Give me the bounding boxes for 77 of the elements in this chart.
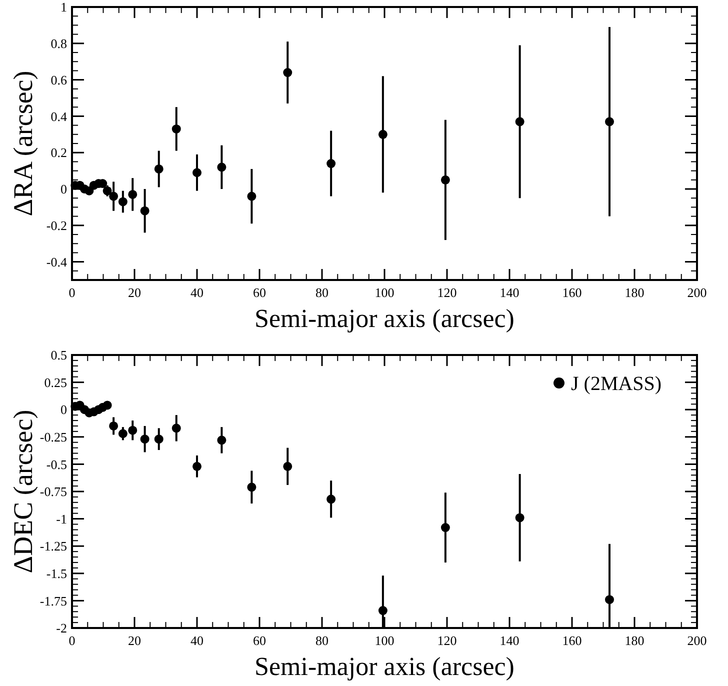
- point: [172, 424, 181, 433]
- point: [109, 421, 118, 430]
- y-tick-label: -0.5: [46, 456, 67, 472]
- point: [605, 595, 614, 604]
- y-tick-label: -0.4: [46, 254, 68, 270]
- point: [326, 494, 336, 504]
- y-tick-label: -1.75: [40, 593, 67, 608]
- x-tick-label: 120: [437, 285, 457, 300]
- x-tick-label: 180: [624, 285, 644, 300]
- point: [102, 400, 112, 410]
- point: [84, 186, 94, 196]
- y-tick-label: -0.75: [40, 484, 67, 500]
- x-tick-label: 120: [437, 633, 457, 648]
- point: [154, 434, 164, 444]
- point: [283, 68, 292, 78]
- y-tick-label: 0.8: [50, 36, 67, 51]
- y-tick-label: 0.5: [50, 348, 67, 363]
- y-tick-label: -1.25: [40, 538, 67, 554]
- point: [378, 606, 388, 616]
- point: [378, 130, 388, 139]
- y-axis-title: ΔRA (arcsec): [8, 70, 38, 216]
- point: [140, 206, 150, 216]
- point: [440, 175, 450, 184]
- point: [247, 482, 256, 492]
- y-tick-label: 0.2: [50, 145, 67, 160]
- point: [326, 159, 336, 168]
- point: [118, 429, 128, 438]
- point: [128, 190, 138, 199]
- x-tick-label: 60: [253, 633, 266, 648]
- point: [217, 162, 226, 172]
- x-tick-label: 180: [624, 633, 644, 648]
- x-tick-label: 60: [253, 285, 266, 300]
- y-tick-label: 1: [60, 0, 67, 15]
- y-tick-label: 0: [60, 402, 67, 418]
- x-tick-label: 200: [687, 633, 707, 648]
- x-tick-label: 140: [500, 633, 520, 648]
- y-axis-title: ΔDEC (arcsec): [8, 410, 38, 574]
- y-tick-label: -1: [56, 511, 67, 526]
- x-tick-label: 100: [374, 285, 394, 300]
- point: [217, 436, 226, 445]
- point: [154, 164, 164, 174]
- point: [102, 186, 112, 196]
- point: [605, 117, 614, 126]
- x-tick-label: 100: [374, 633, 394, 648]
- y-tick-label: -2: [56, 620, 67, 636]
- x-tick-label: 80: [316, 633, 328, 648]
- point: [192, 168, 202, 178]
- y-tick-label: 0.6: [50, 72, 68, 88]
- x-tick-label: 20: [128, 633, 141, 648]
- point: [172, 124, 181, 134]
- x-axis-title: Semi-major axis (arcsec): [254, 304, 514, 333]
- x-tick-label: 40: [190, 633, 204, 648]
- y-tick-label: -0.2: [46, 218, 67, 233]
- point: [128, 426, 138, 435]
- x-tick-label: 40: [190, 285, 204, 300]
- x-tick-label: 140: [500, 285, 520, 300]
- legend-label: J (2MASS): [571, 373, 662, 395]
- point: [118, 197, 128, 206]
- point: [515, 117, 524, 126]
- y-tick-label: -0.25: [40, 429, 67, 444]
- y-tick-label: -1.5: [46, 566, 67, 581]
- x-tick-label: 80: [316, 285, 328, 300]
- y-tick-label: 0.25: [44, 374, 67, 390]
- point: [440, 523, 450, 532]
- point: [109, 192, 118, 201]
- x-tick-label: 20: [128, 285, 141, 300]
- point: [192, 462, 202, 471]
- y-tick-label: 0: [60, 182, 67, 197]
- x-axis-title: Semi-major axis (arcsec): [254, 652, 514, 681]
- point: [247, 192, 256, 201]
- point: [283, 462, 292, 471]
- x-tick-label: 200: [687, 285, 707, 300]
- point: [140, 434, 150, 444]
- point: [515, 513, 524, 522]
- x-tick-label: 160: [562, 285, 582, 300]
- x-tick-label: 160: [562, 633, 582, 648]
- y-tick-label: 0.4: [50, 108, 68, 124]
